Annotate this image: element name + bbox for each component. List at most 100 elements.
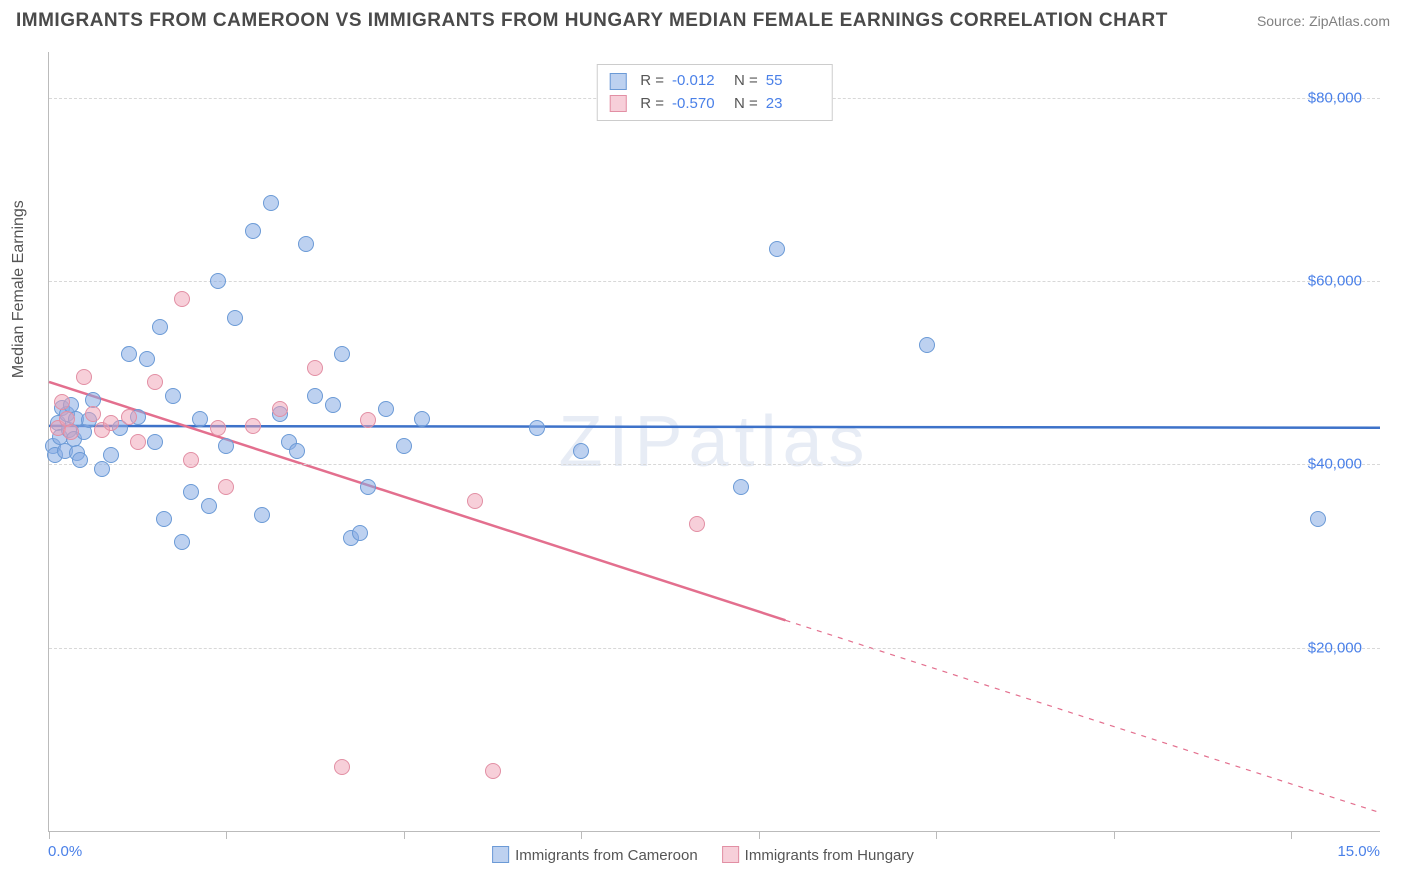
data-point (165, 388, 181, 404)
data-point (573, 443, 589, 459)
data-point (63, 424, 79, 440)
data-point (689, 516, 705, 532)
plot-area: ZIPatlas R = -0.012 N = 55 R = -0.570 N = 23 $2… (48, 52, 1380, 832)
legend-item: Immigrants from Hungary (722, 846, 914, 864)
source-prefix: Source: (1257, 13, 1309, 29)
data-point (414, 411, 430, 427)
data-point (352, 525, 368, 541)
y-tick-label: $40,000 (1308, 456, 1362, 473)
n-label: N = (734, 70, 758, 93)
y-tick-label: $20,000 (1308, 639, 1362, 656)
source-attribution: Source: ZipAtlas.com (1257, 13, 1390, 29)
gridline (49, 648, 1380, 649)
data-point (121, 346, 137, 362)
data-point (103, 415, 119, 431)
data-point (334, 759, 350, 775)
data-point (210, 420, 226, 436)
n-label: N = (734, 93, 758, 116)
data-point (174, 291, 190, 307)
data-point (147, 434, 163, 450)
trend-lines-layer (49, 52, 1380, 831)
x-axis-min-label: 0.0% (48, 843, 82, 860)
data-point (139, 351, 155, 367)
data-point (76, 369, 92, 385)
stats-legend: R = -0.012 N = 55 R = -0.570 N = 23 (596, 64, 833, 121)
data-point (210, 273, 226, 289)
data-point (183, 484, 199, 500)
data-point (263, 195, 279, 211)
legend-label: Immigrants from Cameroon (515, 847, 698, 864)
x-axis-max-label: 15.0% (1337, 843, 1380, 860)
data-point (360, 479, 376, 495)
data-point (769, 241, 785, 257)
x-tick-mark (49, 831, 50, 839)
x-tick-mark (1291, 831, 1292, 839)
stats-legend-row: R = -0.570 N = 23 (609, 93, 820, 116)
data-point (919, 337, 935, 353)
x-tick-mark (581, 831, 582, 839)
series-legend: Immigrants from Cameroon Immigrants from … (492, 846, 914, 864)
data-point (94, 461, 110, 477)
r-label: R = (640, 93, 664, 116)
data-point (334, 346, 350, 362)
data-point (183, 452, 199, 468)
legend-swatch (722, 846, 739, 863)
legend-label: Immigrants from Hungary (745, 847, 914, 864)
n-value: 23 (766, 93, 820, 116)
data-point (289, 443, 305, 459)
data-point (245, 418, 261, 434)
data-point (396, 438, 412, 454)
x-tick-mark (404, 831, 405, 839)
y-axis-label: Median Female Earnings (10, 200, 28, 378)
data-point (227, 310, 243, 326)
data-point (174, 534, 190, 550)
gridline (49, 464, 1380, 465)
r-value: -0.012 (672, 70, 726, 93)
y-tick-label: $80,000 (1308, 89, 1362, 106)
legend-swatch (609, 73, 626, 90)
data-point (103, 447, 119, 463)
stats-legend-row: R = -0.012 N = 55 (609, 70, 820, 93)
x-tick-mark (1114, 831, 1115, 839)
data-point (307, 360, 323, 376)
data-point (121, 409, 137, 425)
gridline (49, 281, 1380, 282)
data-point (272, 401, 288, 417)
data-point (152, 319, 168, 335)
watermark-text: ZIPatlas (558, 401, 870, 483)
y-tick-label: $60,000 (1308, 273, 1362, 290)
data-point (378, 401, 394, 417)
data-point (1310, 511, 1326, 527)
data-point (201, 498, 217, 514)
data-point (218, 479, 234, 495)
trend-line-dashed (785, 620, 1380, 812)
data-point (156, 511, 172, 527)
data-point (147, 374, 163, 390)
data-point (192, 411, 208, 427)
data-point (467, 493, 483, 509)
x-tick-mark (936, 831, 937, 839)
data-point (298, 236, 314, 252)
data-point (360, 412, 376, 428)
chart-title: IMMIGRANTS FROM CAMEROON VS IMMIGRANTS F… (16, 10, 1168, 32)
source-name: ZipAtlas.com (1309, 13, 1390, 29)
data-point (54, 394, 70, 410)
data-point (307, 388, 323, 404)
r-label: R = (640, 70, 664, 93)
data-point (254, 507, 270, 523)
data-point (325, 397, 341, 413)
data-point (130, 434, 146, 450)
data-point (72, 452, 88, 468)
x-tick-mark (226, 831, 227, 839)
n-value: 55 (766, 70, 820, 93)
r-value: -0.570 (672, 93, 726, 116)
data-point (85, 406, 101, 422)
legend-swatch (492, 846, 509, 863)
data-point (218, 438, 234, 454)
legend-item: Immigrants from Cameroon (492, 846, 698, 864)
x-tick-mark (759, 831, 760, 839)
data-point (245, 223, 261, 239)
data-point (485, 763, 501, 779)
data-point (733, 479, 749, 495)
data-point (529, 420, 545, 436)
